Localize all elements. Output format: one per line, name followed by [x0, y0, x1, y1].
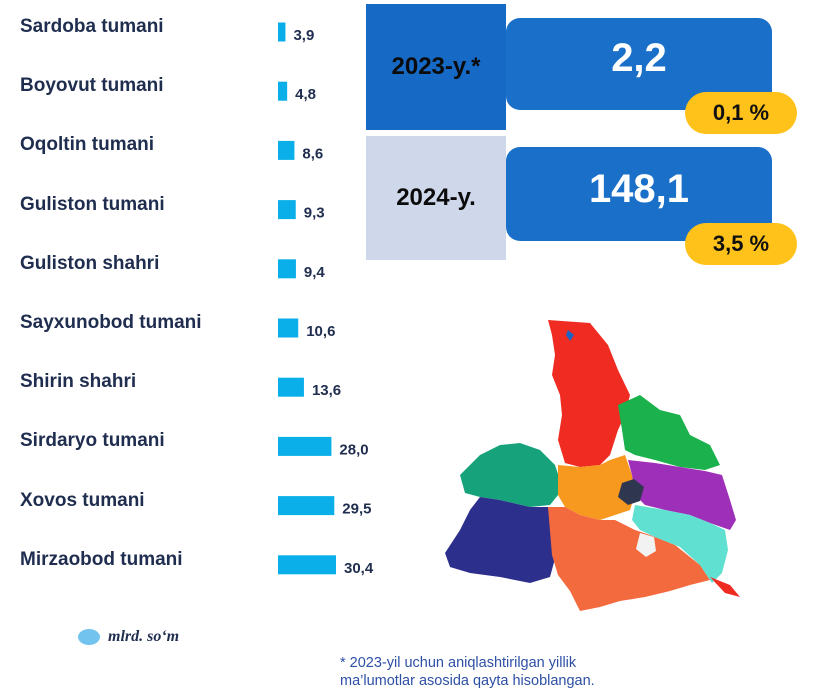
bar-value-label: 29,5 [342, 501, 371, 518]
bar [278, 436, 332, 456]
bar [278, 496, 335, 516]
bar-value-label: 8,6 [302, 145, 323, 162]
footnote-line-1: * 2023-yil uchun aniqlashtirilgan yillik [340, 655, 577, 671]
bar [278, 200, 296, 220]
bar [278, 259, 296, 279]
bar-chart: 3,9 4,8 8,6 9,3 9,4 10,6 13,6 28,0 29,5 30,4 [278, 22, 374, 577]
map-district-navy [445, 497, 556, 583]
category-label: Sardoba tumani [20, 16, 164, 37]
bar [278, 318, 299, 338]
map-district-orange [558, 455, 635, 520]
category-label: Shirin shahri [20, 371, 137, 393]
category-label: Sirdaryo tumani [20, 430, 165, 452]
category-label: Mirzaobod tumani [20, 548, 183, 570]
category-label: Oqoltin tumani [20, 134, 155, 156]
bar [278, 22, 286, 42]
category-label: Sayxunobod tumani [20, 312, 202, 333]
footnote-line-2: ma’lumotlar asosida qayta hisoblangan. [340, 673, 595, 689]
bar-value-label: 10,6 [306, 323, 335, 340]
bar [278, 377, 304, 397]
bar-value-label: 28,0 [339, 441, 368, 458]
map-district-red [548, 320, 630, 467]
year-2023-box: 2023-y.* [366, 4, 506, 130]
legend-text: mlrd. so‘m [108, 628, 180, 645]
map-district-city [618, 479, 644, 505]
category-label: Guliston shahri [20, 252, 160, 274]
footnote: * 2023-yil uchun aniqlashtirilgan yillik… [340, 654, 670, 690]
bar [278, 81, 288, 101]
bar-value-label: 9,3 [304, 205, 325, 222]
map-district-green [618, 395, 720, 470]
category-label: Xovos tumani [20, 489, 145, 511]
bar [278, 140, 295, 160]
map-district-purple [628, 460, 736, 530]
map-district-lightteal [632, 505, 728, 583]
legend-swatch [78, 629, 100, 645]
bar-value-label: 3,9 [293, 27, 314, 44]
region-map [445, 320, 740, 611]
legend: mlrd. so‘m [78, 628, 179, 646]
bar-value-label: 30,4 [344, 560, 374, 577]
map-district-white [636, 533, 656, 557]
year-2024-box: 2024-y. [366, 136, 506, 260]
bar-value-label: 13,6 [312, 382, 341, 399]
category-label: Guliston tumani [20, 193, 165, 215]
category-label: Boyovut tumani [20, 75, 164, 97]
share-2023-badge: 0,1 % [685, 92, 797, 134]
map-district-tail [710, 577, 740, 597]
map-district-teal [460, 443, 560, 507]
share-2024-badge: 3,5 % [685, 223, 797, 265]
map-district-coral [548, 507, 710, 611]
bar [278, 555, 336, 575]
map-district-tip [566, 330, 574, 341]
bar-value-label: 9,4 [304, 264, 326, 281]
bar-value-label: 4,8 [295, 86, 316, 103]
